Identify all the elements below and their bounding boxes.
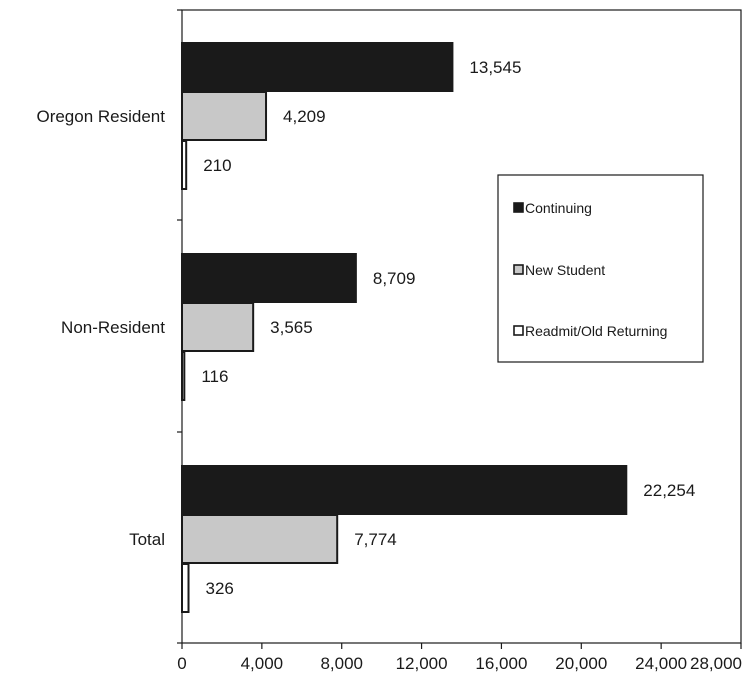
legend-swatch: [513, 325, 524, 336]
data-label: 22,254: [643, 481, 695, 500]
legend: Continuing New Student Readmit/Old Returni…: [497, 174, 704, 363]
bar-continuing-total: [181, 465, 628, 515]
data-label: 7,774: [354, 530, 397, 549]
x-tick-label: 24,000: [635, 654, 687, 673]
data-label: 3,565: [270, 318, 313, 337]
data-label: 210: [203, 156, 231, 175]
bar-continuing-oregon-resident: [181, 42, 454, 92]
x-tick-label: 4,000: [241, 654, 284, 673]
legend-box: [497, 174, 704, 363]
data-label: 4,209: [283, 107, 326, 126]
x-tick-label: 16,000: [475, 654, 527, 673]
bar-readmit-old-returning-oregon-resident: [181, 140, 188, 190]
bar-continuing-non-resident: [181, 253, 357, 303]
x-tick-label: 12,000: [396, 654, 448, 673]
x-tick-label: 8,000: [320, 654, 363, 673]
legend-entry: Continuing: [525, 200, 592, 216]
data-label: 8,709: [373, 269, 416, 288]
category-label: Oregon Resident: [36, 107, 165, 126]
legend-swatch: [513, 202, 524, 213]
bar-new-student-total: [181, 514, 339, 564]
data-label: 13,545: [469, 58, 521, 77]
category-label: Total: [129, 530, 165, 549]
legend-entry: New Student: [525, 262, 605, 278]
bar-readmit-old-returning-total: [181, 563, 190, 613]
data-label: 116: [201, 367, 228, 386]
x-tick-label: 20,000: [555, 654, 607, 673]
bar-new-student-non-resident: [181, 302, 255, 352]
bar-new-student-oregon-resident: [181, 91, 268, 141]
legend-entry: Readmit/Old Returning: [525, 323, 667, 339]
data-label: 326: [206, 579, 234, 598]
x-tick-label: 0: [177, 654, 186, 673]
legend-swatch: [513, 264, 524, 275]
bar-readmit-old-returning-non-resident: [181, 351, 186, 401]
category-label: Non-Resident: [61, 318, 165, 337]
x-tick-label: 28,000: [690, 654, 742, 673]
